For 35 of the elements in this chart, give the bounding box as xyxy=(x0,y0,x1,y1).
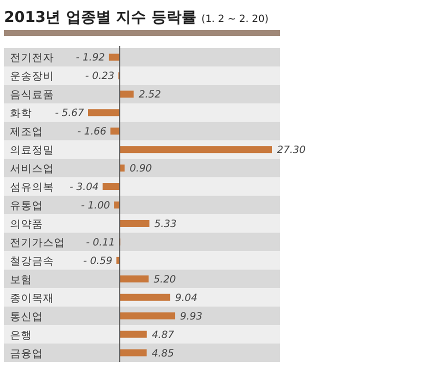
y-tick-label: 보험 xyxy=(10,274,32,286)
data-label: 2.52 xyxy=(138,90,161,101)
y-tick-label: 유통업 xyxy=(10,200,43,212)
y-tick-label: 음식료품 xyxy=(10,89,54,102)
y-tick-label: 화학 xyxy=(10,108,32,120)
y-tick-label: 은행 xyxy=(10,329,32,342)
y-tick-label: 전기가스업 xyxy=(10,236,65,249)
y-tick-label: 의약품 xyxy=(10,218,43,230)
y-tick-label: 통신업 xyxy=(10,310,43,323)
data-label: 9.93 xyxy=(180,311,202,322)
y-tick-label: 제조업 xyxy=(10,126,43,138)
data-label: - 1.00 xyxy=(81,200,110,212)
y-tick-label: 금융업 xyxy=(10,348,43,360)
data-label: 5.20 xyxy=(154,274,176,286)
y-tick-label: 전기전자 xyxy=(10,52,54,64)
title: 2013년 업종별 지수 등락률 (1. 2 ~ 2. 20) xyxy=(4,8,268,26)
data-label: - 0.59 xyxy=(83,256,112,267)
y-tick-label: 의료정밀 xyxy=(10,144,54,157)
data-label: 0.90 xyxy=(130,164,152,175)
data-label: 4.85 xyxy=(152,348,174,360)
y-tick-label: 서비스업 xyxy=(10,163,54,176)
data-label: - 3.04 xyxy=(70,182,99,194)
data-label: - 1.66 xyxy=(77,126,106,138)
data-label: - 0.11 xyxy=(86,237,116,248)
data-label: 9.04 xyxy=(175,292,198,304)
y-tick-label: 철강금속 xyxy=(10,255,54,268)
data-label: 5.33 xyxy=(154,218,177,230)
y-tick-label: 섬유의복 xyxy=(10,182,54,194)
data-label: - 0.23 xyxy=(85,71,114,82)
data-label: - 5.67 xyxy=(54,108,85,120)
data-label: 27.30 xyxy=(277,145,306,156)
y-tick-label: 운송장비 xyxy=(10,70,54,83)
data-label: - 1.92 xyxy=(76,52,105,64)
y-tick-label: 종이목재 xyxy=(10,292,54,304)
data-label: 4.87 xyxy=(152,330,175,341)
